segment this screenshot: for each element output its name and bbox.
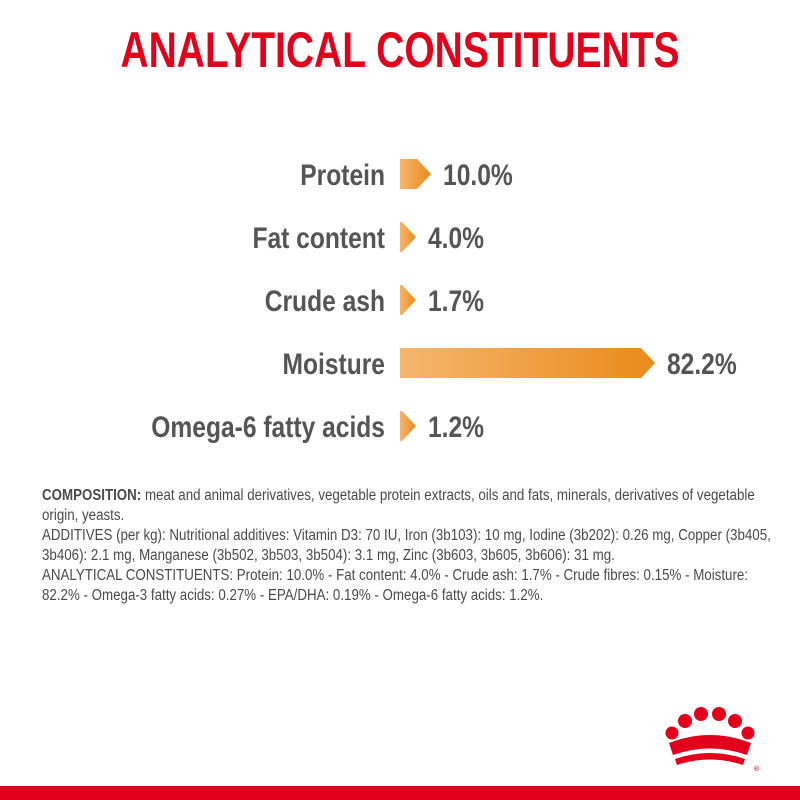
composition-analytical: ANALYTICAL CONSTITUENTS: Protein: 10.0% … bbox=[42, 567, 749, 604]
value-label: 10.0% bbox=[443, 158, 513, 192]
bar bbox=[400, 285, 416, 315]
constituents-chart: Protein 10.0% Fat content 4.0% Crude ash 1.7%… bbox=[151, 158, 737, 444]
page-title: ANALYTICAL CONSTITUENTS bbox=[120, 22, 680, 78]
composition-heading: COMPOSITION: bbox=[42, 487, 142, 504]
bottom-red-bar bbox=[0, 786, 800, 800]
composition-additives: ADDITIVES (per kg): Nutritional additive… bbox=[42, 527, 771, 564]
category-label: Fat content bbox=[252, 221, 385, 255]
svg-text:®: ® bbox=[753, 765, 760, 773]
bar bbox=[400, 411, 416, 441]
category-label: Protein bbox=[300, 158, 385, 192]
category-label: Omega-6 fatty acids bbox=[151, 410, 385, 444]
value-label: 4.0% bbox=[428, 221, 484, 255]
bar bbox=[400, 222, 416, 252]
crown-logo-icon: ® bbox=[665, 707, 760, 773]
category-label: Crude ash bbox=[265, 284, 385, 318]
category-label: Moisture bbox=[283, 347, 385, 381]
value-label: 1.7% bbox=[428, 284, 484, 318]
bar bbox=[400, 159, 432, 189]
value-label: 1.2% bbox=[428, 410, 484, 444]
value-label: 82.2% bbox=[667, 347, 737, 381]
bar bbox=[400, 348, 655, 378]
composition-ingredients: meat and animal derivatives, vegetable p… bbox=[42, 487, 755, 524]
composition-text: COMPOSITION: meat and animal derivatives… bbox=[42, 486, 773, 606]
